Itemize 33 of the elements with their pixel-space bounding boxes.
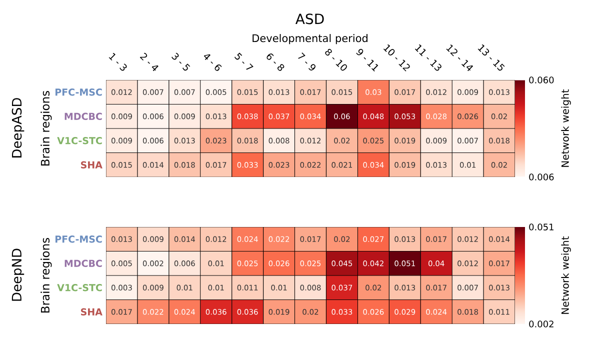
x-tick-label: 3 - 5	[172, 52, 190, 71]
x-tick-label: 13 - 15	[478, 44, 505, 71]
x-tick-label: 5 - 7	[234, 52, 254, 70]
x-tick-label: 11 - 13	[414, 44, 442, 71]
y-axis-title: Brain regions	[40, 238, 52, 312]
y-tick-label: MDCBC	[64, 112, 102, 120]
color-bar-label: 0.006	[529, 174, 554, 180]
y-tick-label: V1C-STC	[57, 284, 102, 292]
x-tick-label: 1 - 3	[108, 52, 127, 71]
x-tick-label: 6 - 8	[266, 54, 284, 71]
x-tick-label: 4 - 6	[204, 54, 222, 71]
x-tick-label: 10 - 12	[383, 44, 410, 72]
y-tick-label: SHA	[81, 308, 102, 316]
color-bar-title: Network weight	[561, 89, 571, 167]
text: DeepND	[12, 248, 24, 301]
y-tick-label: V1C-STC	[57, 137, 102, 144]
color-bar-label: 0.060	[529, 76, 554, 84]
color-bar-label: 0.051	[529, 224, 554, 230]
color-bar-label: 0.002	[529, 320, 554, 328]
chart-title: ASD	[295, 14, 324, 24]
x-tick-label: 7 - 9	[298, 52, 316, 70]
y-axis-title: Brain regions	[40, 90, 52, 166]
y-tick-label: PFC-MSC	[55, 88, 102, 96]
x-tick-label: 9 - 11	[356, 48, 378, 72]
text: DeepASD	[12, 98, 24, 158]
x-tick-label: 2 - 4	[140, 52, 158, 72]
x-tick-label: 12 - 14	[446, 44, 474, 72]
x-axis-title: Developmental period	[252, 34, 368, 44]
y-tick-label: PFC-MSC	[55, 236, 102, 243]
x-tick-label: 8 - 10	[325, 48, 347, 71]
color-bar-title: Network weight	[561, 236, 571, 314]
y-tick-label: MDCBC	[64, 260, 102, 267]
y-tick-label: SHA	[81, 161, 102, 168]
